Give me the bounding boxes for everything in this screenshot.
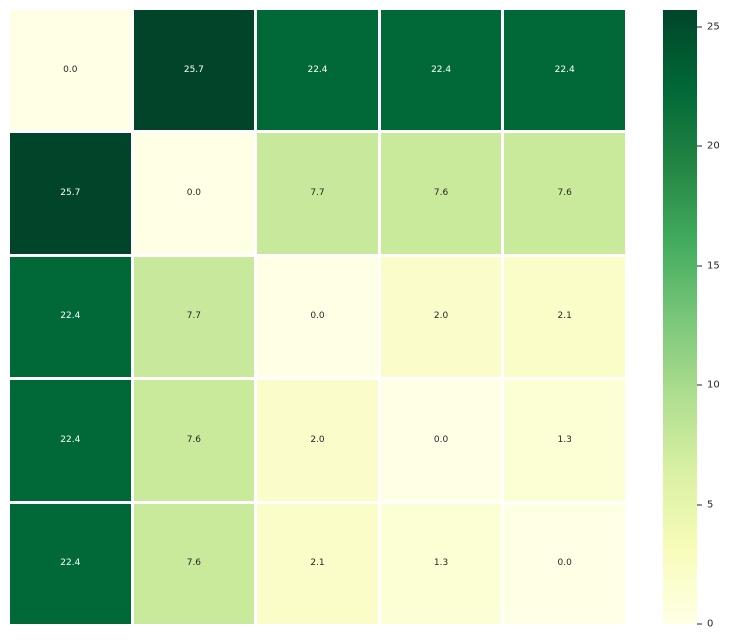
heatmap-cell-r3c2: 2.0: [257, 380, 378, 501]
heatmap-cell-r2c4: 2.1: [504, 256, 625, 378]
colorbar-tick-mark-15: [697, 265, 702, 267]
heatmap-cell-r1c4: 7.6: [504, 133, 625, 254]
heatmap-cell-r3c4: 1.3: [504, 380, 625, 501]
colorbar-gradient: [663, 10, 697, 624]
heatmap-cell-r3c3: 0.0: [380, 380, 502, 501]
heatmap-cell-r2c2: 0.0: [257, 256, 378, 378]
heatmap-cell-r4c0: 22.4: [10, 503, 131, 624]
colorbar-tick-mark-10: [697, 384, 702, 386]
heatmap-cell-r1c2: 7.7: [257, 133, 378, 254]
heatmap-cell-r0c1: 25.7: [133, 10, 255, 131]
heatmap-cell-r1c0: 25.7: [10, 133, 131, 254]
colorbar-tick-label-20: 20: [707, 140, 720, 152]
colorbar-tick-label-0: 0: [707, 618, 714, 630]
heatmap: 0.0 25.7 22.4 22.4 22.4 25.7 0.0 7.7 7.6 7.6 22.4 7…: [10, 10, 625, 624]
colorbar-tick-label-25: 25: [707, 21, 720, 33]
heatmap-cell-r3c0: 22.4: [10, 380, 131, 501]
colorbar-tick-mark-25: [697, 26, 702, 28]
heatmap-cell-r0c0: 0.0: [10, 10, 131, 131]
heatmap-cell-r1c3: 7.6: [380, 133, 502, 254]
heatmap-cell-r2c1: 7.7: [133, 256, 255, 378]
heatmap-cell-r4c2: 2.1: [257, 503, 378, 624]
heatmap-cell-r0c4: 22.4: [504, 10, 625, 131]
heatmap-cell-r0c3: 22.4: [380, 10, 502, 131]
heatmap-cell-r4c1: 7.6: [133, 503, 255, 624]
heatmap-cell-r0c2: 22.4: [257, 10, 378, 131]
heatmap-cell-r2c3: 2.0: [380, 256, 502, 378]
heatmap-cell-r3c1: 7.6: [133, 380, 255, 501]
heatmap-cell-r1c1: 0.0: [133, 133, 255, 254]
colorbar-tick-label-5: 5: [707, 499, 714, 511]
colorbar-tick-mark-20: [697, 145, 702, 147]
colorbar-tick-mark-5: [697, 504, 702, 506]
colorbar-tick-label-10: 10: [707, 379, 720, 391]
colorbar-tick-mark-0: [697, 623, 702, 625]
colorbar: 0 5 10 15 20 25: [663, 10, 720, 630]
colorbar-tick-label-15: 15: [707, 260, 720, 272]
heatmap-cell-r4c3: 1.3: [380, 503, 502, 624]
heatmap-cell-r4c4: 0.0: [504, 503, 625, 624]
heatmap-cell-r2c0: 22.4: [10, 256, 131, 378]
